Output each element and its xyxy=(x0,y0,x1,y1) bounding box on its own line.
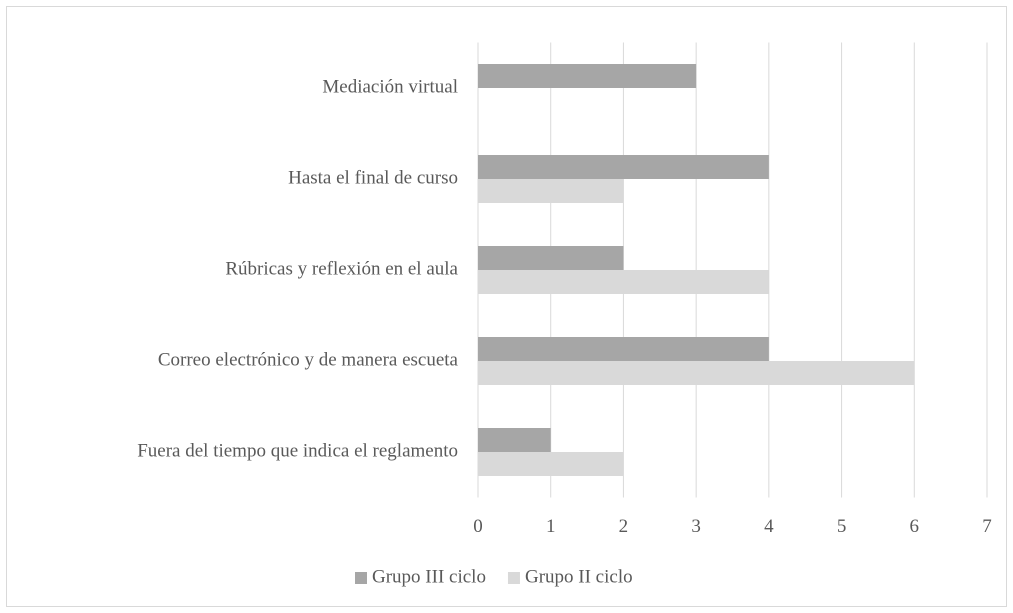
x-tick-label: 0 xyxy=(473,516,483,537)
x-tick-label: 6 xyxy=(910,516,920,537)
y-tick-label: Fuera del tiempo que indica el reglament… xyxy=(137,440,458,461)
x-tick-label: 2 xyxy=(619,516,629,537)
bar xyxy=(478,361,915,385)
bar xyxy=(478,452,624,476)
y-tick-label: Correo electrónico y de manera escueta xyxy=(158,349,459,370)
legend-label: Grupo II ciclo xyxy=(525,566,633,587)
x-tick-label: 4 xyxy=(764,516,774,537)
x-tick-label: 3 xyxy=(691,516,701,537)
bar xyxy=(478,64,697,88)
chart-border xyxy=(6,6,1007,607)
y-tick-label: Hasta el final de curso xyxy=(288,167,458,188)
legend-swatch xyxy=(507,572,520,584)
x-tick-label: 5 xyxy=(837,516,847,537)
bar xyxy=(478,270,769,294)
bar xyxy=(478,337,769,361)
x-tick-label: 7 xyxy=(982,516,992,537)
bar xyxy=(478,246,624,270)
legend-swatch xyxy=(355,572,367,584)
y-tick-label: Mediación virtual xyxy=(322,76,458,97)
legend-label: Grupo III ciclo xyxy=(372,566,486,587)
bar xyxy=(478,428,551,452)
x-tick-label: 1 xyxy=(546,516,556,537)
bar xyxy=(478,179,624,203)
y-tick-label: Rúbricas y reflexión en el aula xyxy=(225,258,458,279)
bar xyxy=(478,155,769,179)
